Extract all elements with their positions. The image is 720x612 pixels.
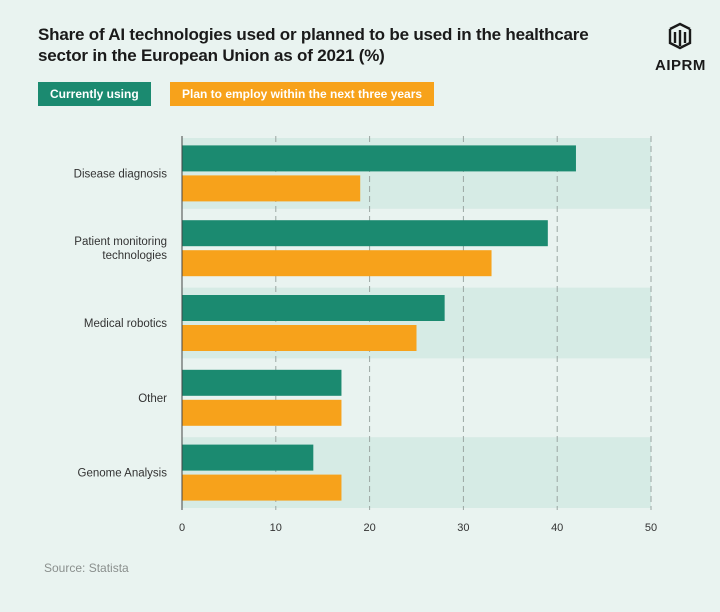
bar-currently-using <box>182 369 342 396</box>
chart-title: Share of AI technologies used or planned… <box>38 25 589 65</box>
x-tick-label: 30 <box>457 522 469 534</box>
bar-currently-using <box>182 220 548 247</box>
legend-currently-using: Currently using <box>38 82 151 106</box>
bar-plan-to-employ <box>182 474 342 501</box>
bar-currently-using <box>182 295 445 321</box>
aiprm-logo-icon <box>668 22 692 50</box>
bar-plan-to-employ <box>182 325 417 351</box>
category-label: Other <box>138 393 167 405</box>
category-label: Patient monitoring technologies <box>74 236 167 262</box>
x-tick-label: 20 <box>363 522 375 534</box>
x-tick-label: 50 <box>645 522 657 534</box>
bar-plan-to-employ <box>182 175 361 202</box>
source-note: Source: Statista <box>44 561 129 575</box>
x-tick-label: 10 <box>270 522 282 534</box>
x-tick-label: 40 <box>551 522 563 534</box>
x-tick-label: 0 <box>179 522 185 534</box>
category-label: Medical robotics <box>84 318 167 330</box>
bar-currently-using <box>182 145 576 172</box>
category-label: Disease diagnosis <box>74 168 168 180</box>
bar-currently-using <box>182 444 314 471</box>
logo-text: AIPRM <box>655 57 706 74</box>
aiprm-logo: AIPRM <box>655 22 705 74</box>
bar-plan-to-employ <box>182 399 342 426</box>
category-label: Genome Analysis <box>78 468 168 480</box>
legend-plan-to-employ: Plan to employ within the next three yea… <box>170 82 435 106</box>
bar-plan-to-employ <box>182 250 492 277</box>
